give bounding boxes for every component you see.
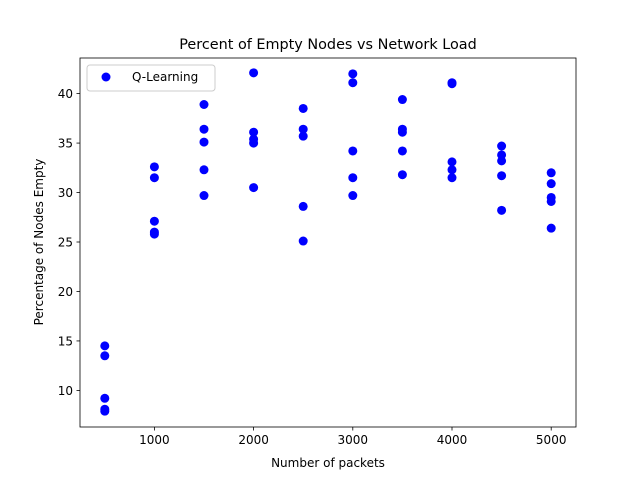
data-point bbox=[100, 341, 110, 351]
data-point bbox=[348, 69, 358, 79]
data-point bbox=[199, 100, 209, 109]
x-tick-label: 3000 bbox=[338, 433, 369, 447]
x-axis-label: Number of packets bbox=[271, 456, 385, 470]
data-point bbox=[497, 205, 507, 215]
legend-box bbox=[86, 64, 216, 92]
data-point bbox=[447, 157, 457, 167]
data-points bbox=[100, 68, 556, 416]
data-point bbox=[397, 127, 407, 137]
data-point bbox=[199, 137, 209, 147]
y-tick-label: 40 bbox=[58, 87, 73, 101]
data-point bbox=[348, 173, 358, 183]
data-point bbox=[298, 236, 308, 246]
data-point bbox=[397, 146, 407, 156]
data-point bbox=[149, 229, 159, 239]
data-point bbox=[546, 168, 556, 178]
data-point bbox=[249, 127, 259, 137]
data-point bbox=[100, 393, 110, 403]
legend-label: Q-Learning bbox=[132, 70, 198, 84]
data-point bbox=[546, 179, 556, 189]
data-point bbox=[447, 173, 457, 183]
x-tick-label: 4000 bbox=[437, 433, 468, 447]
data-point bbox=[249, 138, 259, 148]
data-point bbox=[298, 124, 308, 134]
data-point bbox=[149, 173, 159, 183]
y-tick-label: 20 bbox=[58, 285, 73, 299]
plot-area-frame bbox=[79, 57, 577, 428]
y-tick-label: 30 bbox=[58, 186, 73, 200]
data-point bbox=[249, 183, 259, 193]
data-point bbox=[100, 351, 110, 361]
y-tick-label: 15 bbox=[58, 334, 73, 348]
data-point bbox=[199, 124, 209, 134]
data-point bbox=[348, 146, 358, 156]
data-point bbox=[497, 171, 507, 181]
data-point bbox=[298, 131, 308, 141]
x-axis-ticks: 1000 2000 3000 4000 5000 bbox=[139, 427, 566, 447]
data-point bbox=[447, 165, 457, 175]
data-point bbox=[249, 68, 259, 78]
data-point bbox=[397, 95, 407, 105]
y-tick-label: 10 bbox=[58, 384, 73, 398]
data-point bbox=[497, 156, 507, 166]
y-axis-ticks: 10 15 20 25 30 35 40 bbox=[58, 87, 80, 398]
y-tick-label: 35 bbox=[58, 137, 73, 151]
y-tick-label: 25 bbox=[58, 236, 73, 250]
x-tick-label: 2000 bbox=[238, 433, 269, 447]
data-point bbox=[348, 191, 358, 201]
data-point bbox=[199, 191, 209, 201]
data-point bbox=[298, 201, 308, 211]
data-point bbox=[100, 406, 110, 416]
x-tick-label: 5000 bbox=[536, 433, 567, 447]
data-point bbox=[199, 165, 209, 175]
data-point bbox=[447, 79, 457, 89]
y-axis-label: Percentage of Nodes Empty bbox=[32, 159, 46, 326]
legend: Q-Learning bbox=[86, 64, 216, 92]
chart-title: Percent of Empty Nodes vs Network Load bbox=[179, 37, 477, 53]
data-point bbox=[397, 170, 407, 180]
data-point bbox=[497, 141, 507, 151]
data-point bbox=[546, 196, 556, 206]
data-point bbox=[149, 216, 159, 226]
data-point bbox=[298, 103, 308, 113]
legend-marker bbox=[101, 72, 111, 82]
data-point bbox=[149, 162, 159, 172]
x-tick-label: 1000 bbox=[139, 433, 170, 447]
data-point bbox=[348, 78, 358, 88]
data-point bbox=[546, 223, 556, 233]
